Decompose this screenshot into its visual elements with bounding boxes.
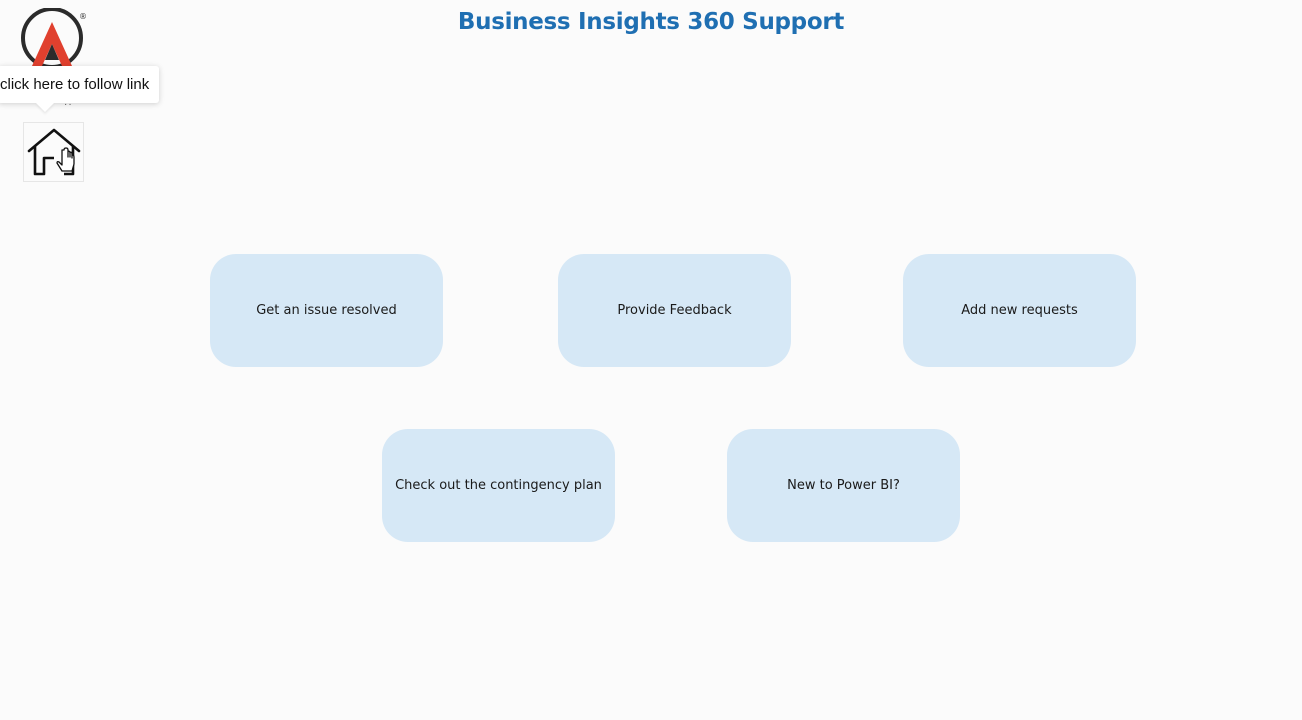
card-label: Add new requests	[961, 303, 1078, 318]
add-new-requests-button[interactable]: Add new requests	[903, 254, 1136, 367]
new-to-power-bi-button[interactable]: New to Power BI?	[727, 429, 960, 542]
card-label: Get an issue resolved	[256, 303, 397, 318]
provide-feedback-button[interactable]: Provide Feedback	[558, 254, 791, 367]
company-logo: ®	[18, 7, 90, 70]
card-label: Check out the contingency plan	[395, 478, 602, 493]
tooltip-text: click here to follow link	[0, 76, 150, 93]
company-logo-icon: ®	[21, 7, 87, 69]
contingency-plan-button[interactable]: Check out the contingency plan	[382, 429, 615, 542]
svg-text:®: ®	[79, 12, 87, 21]
home-icon	[27, 128, 81, 176]
home-button[interactable]	[23, 122, 84, 182]
page-title: Business Insights 360 Support	[457, 9, 845, 35]
card-label: New to Power BI?	[787, 478, 900, 493]
more-options-icon[interactable]: ··	[64, 99, 73, 110]
follow-link-tooltip: click here to follow link	[0, 66, 160, 103]
tooltip-arrow	[36, 103, 54, 112]
hand-cursor-icon	[56, 147, 75, 172]
card-label: Provide Feedback	[617, 303, 732, 318]
get-issue-resolved-button[interactable]: Get an issue resolved	[210, 254, 443, 367]
